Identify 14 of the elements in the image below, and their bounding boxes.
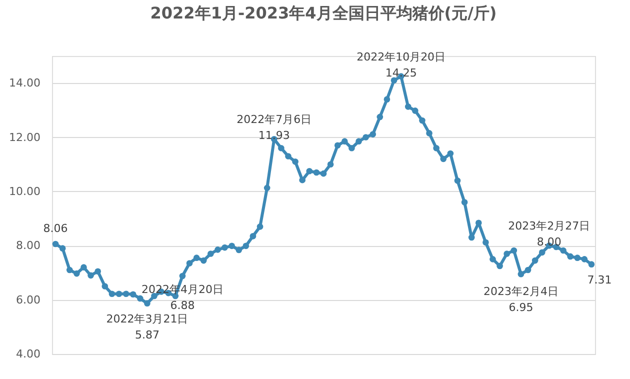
annotation: 8.06 <box>43 222 68 236</box>
annotation: 2022年7月6日 11.93 <box>236 113 312 142</box>
chart-title: 2022年1月-2023年4月全国日平均猪价(元/斤) <box>150 3 497 22</box>
annotation: 7.31 <box>587 273 612 286</box>
annotation: 2022年10月20日 14.25 <box>356 50 446 80</box>
annotation: 2023年2月4日 6.95 <box>483 285 558 314</box>
annotation: 2023年2月27日 8.00 <box>508 220 590 249</box>
y-tick-label: 8.00 <box>16 239 40 252</box>
y-tick-label: 6.00 <box>16 293 40 306</box>
y-tick-label: 4.00 <box>16 348 40 360</box>
y-tick-label: 14.00 <box>9 76 40 90</box>
y-tick-label: 12.00 <box>9 130 40 144</box>
annotation: 2022年3月21日 5.87 <box>106 312 188 342</box>
y-tick-label: 10.00 <box>9 184 40 198</box>
